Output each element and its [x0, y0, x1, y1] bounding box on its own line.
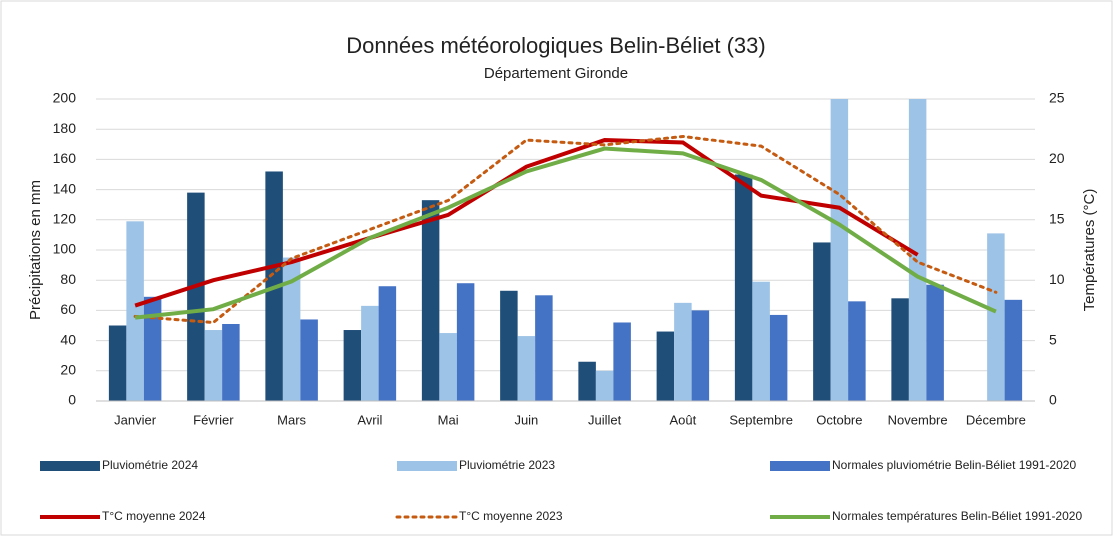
bar: [613, 322, 631, 401]
y-tick-label: 200: [53, 90, 77, 106]
bar: [500, 290, 518, 401]
legend-label: Pluviométrie 2023: [459, 458, 555, 472]
x-tick-label: Septembre: [729, 412, 793, 427]
bar: [1004, 299, 1023, 401]
y-tick-label: 160: [53, 150, 77, 166]
line-series: [134, 138, 919, 308]
x-tick-label: Février: [193, 412, 234, 427]
bar: [143, 296, 162, 401]
bar: [987, 233, 1005, 401]
x-tick-label: Juillet: [588, 412, 622, 427]
bar: [456, 283, 475, 401]
x-tick-label: Décembre: [966, 412, 1026, 427]
legend-label: T°C moyenne 2023: [459, 509, 563, 523]
y2-tick-label: 15: [1049, 211, 1065, 227]
bar: [891, 298, 909, 401]
bar: [656, 331, 675, 401]
bar: [108, 325, 127, 401]
y-tick-label: 20: [60, 362, 76, 378]
bar: [282, 257, 301, 401]
bar: [674, 302, 692, 401]
bar: [813, 242, 831, 401]
legend-label: Normales températures Belin-Béliet 1991-…: [832, 509, 1082, 523]
y-tick-label: 80: [60, 271, 76, 287]
y-tick-label: 100: [53, 241, 77, 257]
bar: [535, 295, 553, 401]
bar: [204, 330, 223, 401]
bar: [752, 281, 770, 401]
y-axis-label: Précipitations en mm: [27, 180, 44, 320]
bar: [421, 200, 440, 401]
bar: [595, 370, 614, 401]
bar: [439, 333, 457, 401]
y-tick-label: 60: [60, 301, 76, 317]
bar: [300, 319, 318, 401]
y2-tick-label: 0: [1049, 392, 1057, 408]
y2-tick-label: 20: [1049, 150, 1065, 166]
bar: [378, 286, 397, 401]
y2-tick-label: 25: [1049, 90, 1065, 106]
y-tick-label: 0: [68, 392, 76, 408]
x-tick-label: Janvier: [114, 412, 157, 427]
legend-swatch: [770, 461, 830, 471]
bar: [830, 99, 849, 401]
x-tick-label: Avril: [357, 412, 382, 427]
y-tick-label: 140: [53, 180, 77, 196]
y-tick-label: 180: [53, 120, 77, 136]
x-tick-label: Mars: [277, 412, 306, 427]
y2-tick-label: 5: [1049, 331, 1057, 347]
bar: [517, 336, 536, 401]
bar: [222, 323, 240, 401]
line-series: [133, 134, 998, 325]
bar: [691, 310, 710, 401]
x-tick-label: Août: [670, 412, 697, 427]
bar: [908, 99, 927, 401]
x-tick-label: Novembre: [888, 412, 948, 427]
legend-swatch: [40, 461, 100, 471]
x-tick-label: Juin: [514, 412, 538, 427]
chart-title: Données météorologiques Belin-Béliet (33…: [346, 33, 765, 58]
bar: [578, 361, 596, 401]
bar: [769, 314, 788, 401]
legend-label: Pluviométrie 2024: [102, 458, 198, 472]
y2-axis-label: Températures (°C): [1081, 189, 1098, 312]
bar: [187, 192, 205, 401]
bar: [734, 174, 753, 401]
legend-label: Normales pluviométrie Belin-Béliet 1991-…: [832, 458, 1076, 472]
y2-tick-label: 10: [1049, 271, 1065, 287]
bar: [126, 221, 144, 401]
bar: [361, 305, 379, 401]
y-tick-label: 40: [60, 331, 76, 347]
legend-label: T°C moyenne 2024: [102, 509, 206, 523]
x-tick-label: Octobre: [816, 412, 862, 427]
bar: [848, 301, 866, 401]
y-tick-label: 120: [53, 211, 77, 227]
line-series: [134, 146, 997, 320]
bar: [343, 330, 362, 401]
chart-subtitle: Département Gironde: [484, 65, 628, 82]
bar: [926, 284, 944, 401]
x-tick-label: Mai: [438, 412, 459, 427]
legend-swatch: [397, 461, 457, 471]
